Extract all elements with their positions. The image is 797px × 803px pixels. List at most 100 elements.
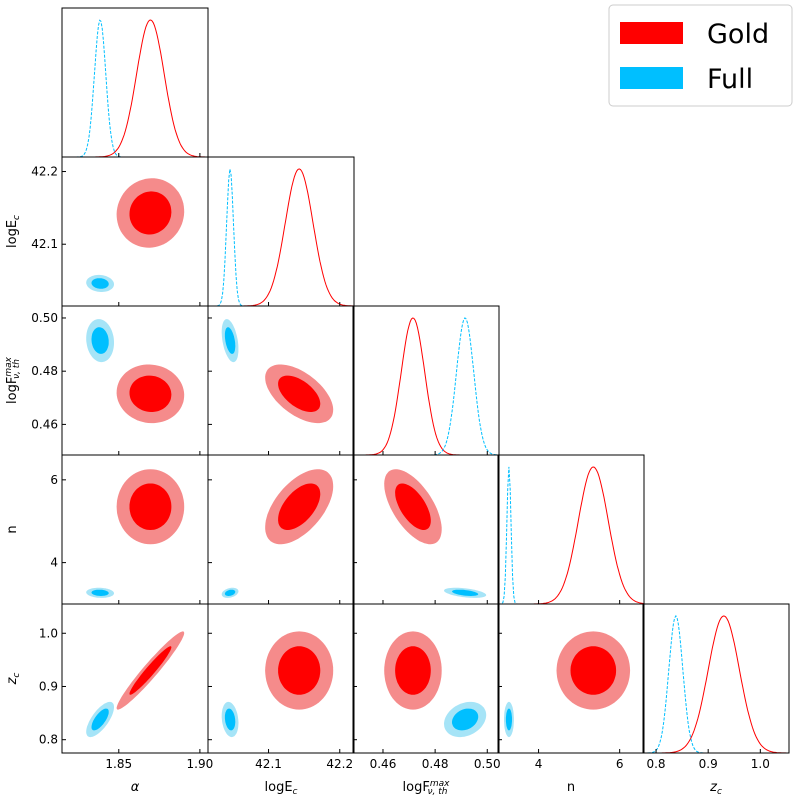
x-tick-label-n: 6	[616, 757, 624, 771]
panels: 1.85 1.90 α 42.1 42.2 logEc 0.46 0.48 0.50 logFma…	[4, 7, 790, 797]
marginal-curve-full-logF	[353, 317, 499, 455]
contour-68-full	[452, 708, 479, 731]
panel-frame	[497, 603, 645, 754]
marginal-curve-gold-alpha	[62, 19, 208, 157]
x-tick-label-logF: 0.46	[370, 757, 397, 771]
contour-68-full	[224, 589, 236, 596]
panel-content	[643, 614, 789, 753]
x-axis-label-logF: logFmax ν, th	[403, 779, 451, 797]
marginal-curve-gold-n	[498, 466, 644, 604]
legend: Gold Full	[608, 4, 793, 107]
panel-logF-n	[352, 454, 500, 605]
x-tick-label-logEc: 42.2	[326, 757, 353, 771]
panel-content	[221, 631, 334, 738]
panel-frame	[352, 603, 500, 754]
marginal-curve-full-zc	[643, 614, 789, 753]
y-tick-label-logF: 0.46	[31, 417, 58, 431]
y-axis-label-logF: logFmaxν, th	[4, 356, 22, 404]
y-tick-label-zc: 0.9	[39, 679, 58, 693]
legend-swatch-full	[620, 67, 683, 89]
panel-alpha	[61, 7, 209, 158]
panel-content	[221, 319, 334, 424]
x-tick-label-n: 4	[535, 757, 543, 771]
contour-68-gold	[395, 483, 431, 530]
contour-68-gold	[129, 483, 172, 530]
y-tick-label-logF: 0.50	[31, 311, 58, 325]
contour-68-gold	[129, 191, 172, 235]
contour-68-full	[91, 278, 109, 289]
panel-frame	[207, 603, 355, 754]
contour-68-full	[224, 708, 236, 731]
panel-content	[353, 317, 499, 455]
contour-68-full	[505, 708, 512, 731]
x-tick-label-logEc: 42.1	[255, 757, 282, 771]
contour-68-full	[91, 327, 109, 354]
panel-frame	[642, 603, 790, 754]
contour-68-gold	[278, 375, 321, 412]
marginal-curve-full-alpha	[62, 19, 208, 157]
panel-content	[86, 631, 185, 738]
y-axis-label-zc: zc	[5, 673, 22, 686]
x-tick-label-zc: 1.0	[751, 757, 770, 771]
panel-logF-zc	[352, 603, 500, 754]
legend-label-full: Full	[707, 64, 753, 95]
x-tick-label-alpha: 1.90	[187, 757, 214, 771]
x-axis-label-logEc: logEc	[265, 780, 298, 797]
panel-content	[221, 469, 334, 598]
x-axis-label-alpha: α	[131, 780, 140, 795]
panel-alpha-logEc	[61, 156, 209, 307]
x-tick-label-alpha: 1.85	[105, 757, 132, 771]
legend-label-gold: Gold	[707, 19, 769, 50]
marginal-curve-gold-logEc	[208, 168, 354, 306]
contour-68-full	[452, 589, 479, 596]
panel-content	[62, 19, 208, 157]
y-tick-label-logF: 0.48	[31, 364, 58, 378]
y-axis-label-n: n	[5, 525, 20, 533]
panel-alpha-logF	[61, 305, 209, 456]
legend-swatch-gold	[620, 22, 683, 44]
contour-68-full	[91, 708, 109, 731]
y-tick-label-zc: 1.0	[39, 626, 58, 640]
contour-68-full	[224, 327, 236, 354]
y-tick-label-n: 4	[50, 556, 58, 570]
panel-alpha-zc	[61, 603, 209, 754]
panel-logEc-logF	[207, 305, 355, 456]
contour-68-gold	[395, 646, 431, 695]
marginal-curve-gold-logF	[353, 317, 499, 455]
panel-content	[86, 319, 185, 424]
panel-logF	[352, 305, 500, 456]
panel-logEc-n	[207, 454, 355, 605]
y-tick-label-zc: 0.8	[39, 733, 58, 747]
contour-68-gold	[278, 483, 321, 530]
x-tick-label-zc: 0.9	[699, 757, 718, 771]
contour-68-gold	[129, 375, 172, 412]
panel-alpha-n	[61, 454, 209, 605]
marginal-curve-full-logEc	[208, 169, 354, 306]
contour-68-gold	[278, 646, 321, 695]
panel-content	[208, 168, 354, 306]
panel-n-zc	[497, 603, 645, 754]
panel-n	[497, 454, 645, 605]
x-tick-label-zc: 0.8	[646, 757, 665, 771]
panel-logEc	[207, 156, 355, 307]
panel-content	[498, 466, 644, 604]
panel-content	[504, 631, 631, 738]
panel-content	[384, 469, 487, 598]
y-axis-label-logEc: logEc	[5, 215, 22, 248]
x-axis-label-n: n	[567, 780, 575, 795]
contour-68-full	[91, 589, 109, 596]
panel-frame	[207, 156, 355, 307]
contour-68-gold	[129, 646, 172, 695]
y-tick-label-logEc: 42.2	[31, 165, 58, 179]
y-tick-label-logEc: 42.1	[31, 237, 58, 251]
panel-logEc-zc	[207, 603, 355, 754]
x-tick-label-logF: 0.50	[474, 757, 501, 771]
y-tick-label-n: 6	[50, 473, 58, 487]
x-axis-label-zc: zc	[709, 780, 722, 797]
panel-content	[86, 178, 185, 292]
marginal-curve-gold-zc	[643, 615, 789, 753]
x-tick-label-logF: 0.48	[422, 757, 449, 771]
panel-content	[86, 469, 185, 598]
panel-zc	[642, 603, 790, 754]
